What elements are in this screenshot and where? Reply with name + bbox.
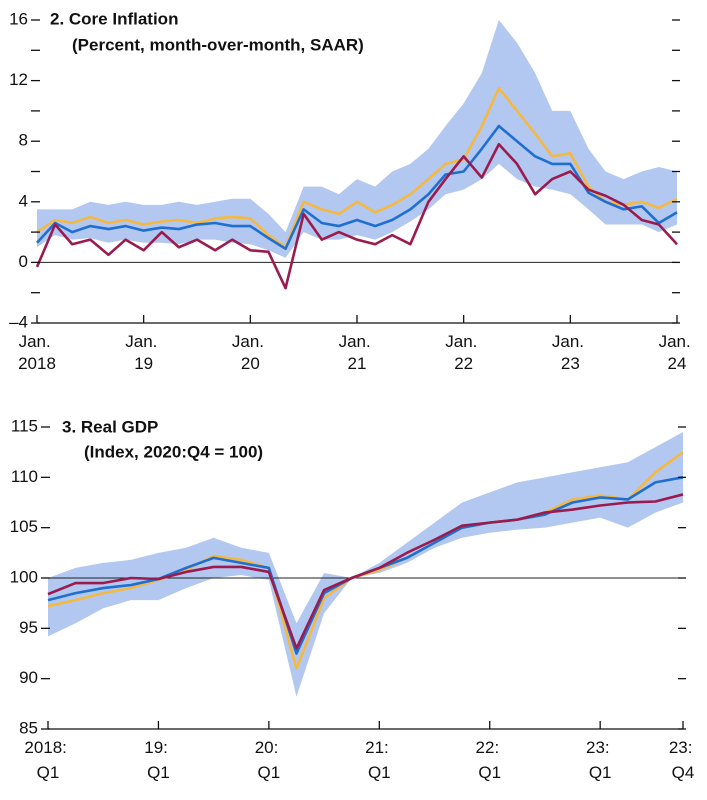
x-tick-label: 20: Q1 [255, 738, 283, 782]
y-tick-label: 90 [19, 668, 38, 687]
y-tick-label: 4 [19, 191, 28, 210]
x-tick-label: 22: Q1 [476, 738, 504, 782]
chart-title: 3. Real GDP [62, 417, 158, 436]
x-tick-label: 23: Q1 [586, 738, 614, 782]
x-tick-label: 2018: Q1 [24, 738, 71, 782]
x-tick-label: Jan. 20 [232, 332, 269, 373]
y-tick-label: 12 [9, 70, 28, 89]
x-tick-label: Jan. 19 [125, 332, 162, 373]
chart-subtitle: (Index, 2020:Q4 = 100) [84, 442, 263, 461]
y-tick-label: 95 [19, 618, 38, 637]
x-tick-label: Jan. 21 [339, 332, 376, 373]
x-tick-label: 23: Q4 [669, 738, 697, 782]
range-band [37, 20, 677, 258]
chart-subtitle: (Percent, month-over-month, SAAR) [72, 35, 364, 54]
series-line [47, 493, 684, 650]
series-line [36, 124, 678, 251]
y-tick-label: 85 [19, 718, 38, 737]
y-tick-label: 110 [11, 467, 38, 486]
x-tick-label: Jan. 23 [552, 332, 589, 373]
y-tick-label: 0 [19, 252, 28, 271]
x-tick-label: Jan. 2018 [18, 332, 56, 373]
y-tick-label: –4 [9, 312, 28, 331]
x-tick-label: 19: Q1 [144, 738, 172, 782]
y-tick-label: 115 [11, 416, 38, 435]
series-line [35, 142, 678, 290]
x-tick-label: Jan. 24 [659, 332, 696, 373]
y-tick-label: 105 [10, 517, 38, 536]
y-tick-label: 16 [9, 9, 28, 28]
x-tick-label: 21: Q1 [365, 738, 393, 782]
range-band [48, 432, 683, 697]
series-line [36, 86, 678, 249]
x-tick-label: Jan. 22 [445, 332, 482, 373]
y-tick-label: 8 [19, 131, 28, 150]
chart-title: 2. Core Inflation [50, 9, 178, 28]
y-tick-label: 100 [10, 567, 38, 586]
